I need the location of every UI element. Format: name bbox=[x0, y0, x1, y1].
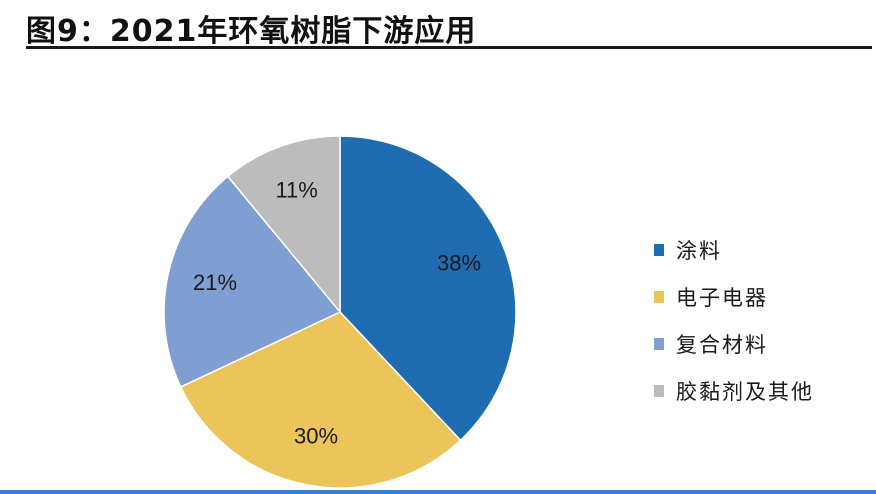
slice-label-0: 38% bbox=[437, 251, 481, 276]
slice-label-1: 30% bbox=[294, 424, 338, 449]
legend-swatch bbox=[654, 384, 664, 397]
slice-label-2: 21% bbox=[193, 270, 237, 295]
page-title: 图9：2021年环氧树脂下游应用 bbox=[26, 14, 477, 49]
pie-slice-1 bbox=[179, 311, 462, 489]
legend-item-1: 电子电器 bbox=[654, 273, 814, 320]
slice-label-3: 11% bbox=[275, 177, 317, 202]
legend-swatch bbox=[654, 243, 664, 256]
legend-item-2: 复合材料 bbox=[654, 320, 814, 367]
legend-label: 胶黏剂及其他 bbox=[676, 379, 814, 404]
legend-swatch bbox=[654, 290, 664, 303]
pie-slice-3 bbox=[226, 135, 341, 315]
legend-label: 电子电器 bbox=[676, 285, 768, 310]
legend-item-3: 胶黏剂及其他 bbox=[654, 367, 814, 414]
pie-slice-2 bbox=[163, 175, 342, 388]
title-divider bbox=[26, 46, 872, 49]
legend-swatch bbox=[654, 337, 664, 350]
bottom-accent-bar bbox=[0, 490, 876, 494]
legend-item-0: 涂料 bbox=[654, 226, 814, 273]
chart-legend: 涂料电子电器复合材料胶黏剂及其他 bbox=[654, 226, 814, 414]
legend-label: 复合材料 bbox=[676, 332, 768, 357]
pie-slice-0 bbox=[339, 135, 517, 442]
legend-label: 涂料 bbox=[676, 238, 722, 263]
